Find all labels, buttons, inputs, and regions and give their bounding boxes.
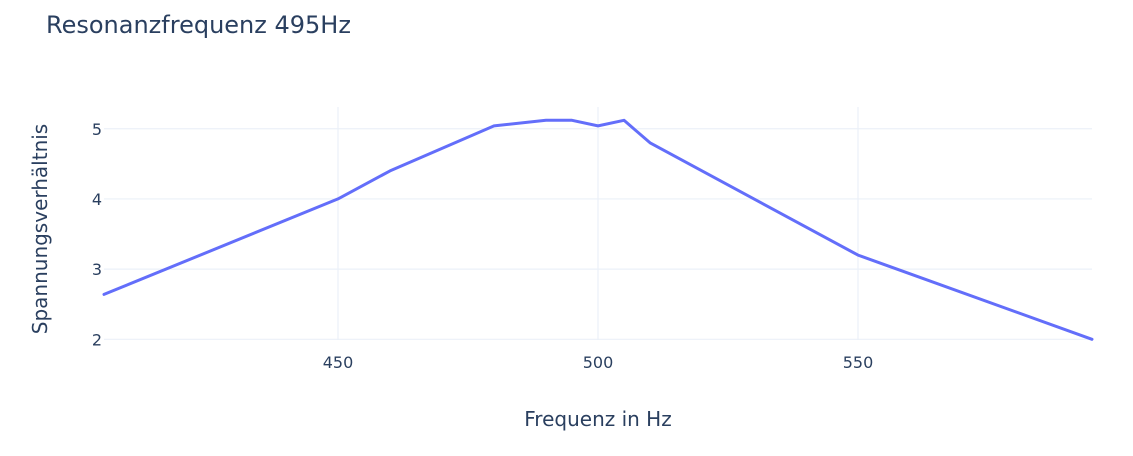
y-axis-label: Spannungsverhältnis: [28, 124, 52, 334]
y-tick-label: 2: [92, 330, 102, 349]
y-tick-label: 3: [92, 260, 102, 279]
x-tick-label: 500: [583, 353, 614, 372]
series-line: [102, 118, 1094, 341]
chart-title: Resonanzfrequenz 495Hz: [46, 11, 351, 39]
y-gridlines: [104, 128, 1092, 340]
series-group: [102, 118, 1094, 341]
y-tick-label: 4: [92, 190, 102, 209]
x-tick-label: 450: [323, 353, 354, 372]
x-tick-label: 550: [843, 353, 874, 372]
x-tick-labels: 450 500 550: [323, 353, 874, 372]
y-tick-labels: 2 3 4 5: [92, 120, 102, 350]
y-tick-label: 5: [92, 120, 102, 139]
x-gridlines: [337, 107, 859, 340]
x-axis-label: Frequenz in Hz: [524, 407, 671, 431]
